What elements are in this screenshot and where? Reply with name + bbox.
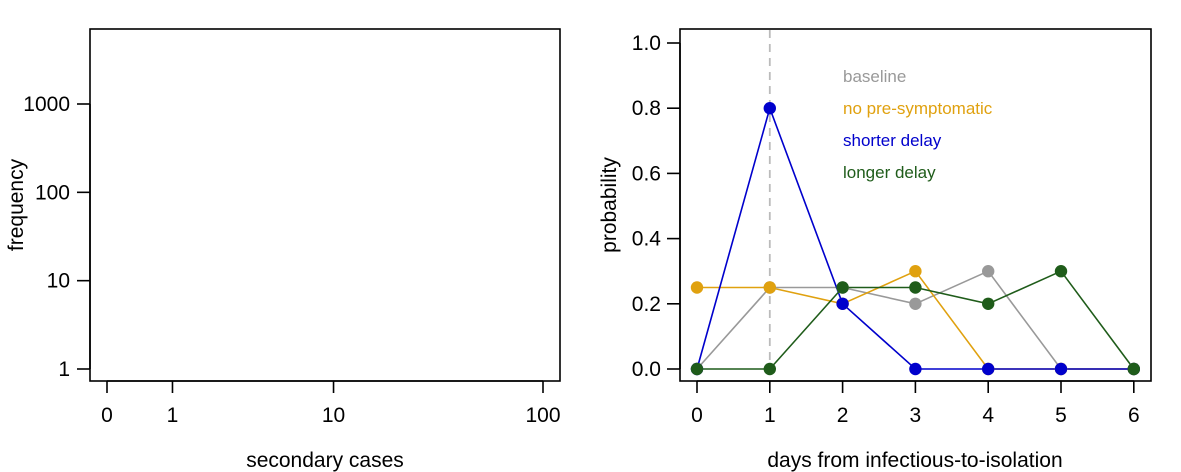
data-point: [763, 362, 776, 376]
data-point: [690, 281, 704, 294]
right-x-axis-title: days from infectious-to-isolation: [767, 449, 1062, 472]
data-point: [982, 297, 995, 310]
right-x-tick-label: 5: [1055, 404, 1067, 427]
data-point: [1054, 362, 1068, 376]
legend: baseline no pre-symptomatic shorter delay l…: [843, 67, 993, 182]
left-x-tick-label: 100: [525, 404, 560, 427]
data-point: [836, 297, 849, 310]
legend-entry: baseline: [843, 67, 906, 86]
left-y-tick-label: 10: [47, 270, 70, 293]
right-plot-frame: [679, 28, 1152, 382]
data-point: [909, 297, 922, 310]
data-point: [690, 362, 704, 376]
data-point: [909, 281, 922, 294]
right-x-tick-label: 3: [910, 404, 922, 427]
right-y-tick-label: 1.0: [632, 32, 661, 55]
left-x-axis-title: secondary cases: [246, 449, 404, 472]
right-x-tick-label: 4: [982, 404, 994, 427]
secondary-cases-panel: 0 1 10 100 1 10 100 1000 secondary cases freque…: [5, 28, 561, 472]
left-y-tick-label: 1: [58, 358, 70, 381]
right-y-tick-label: 0.4: [632, 228, 662, 251]
left-x-tick-label: 10: [322, 404, 345, 427]
right-y-tick-label: 0.6: [632, 162, 661, 185]
left-x-tick-label: 1: [167, 404, 179, 427]
data-point: [1127, 362, 1141, 376]
left-y-tick-label: 100: [35, 181, 70, 204]
left-y-tick-label: 1000: [23, 93, 70, 116]
right-x-tick-label: 6: [1128, 404, 1140, 427]
data-point: [763, 281, 776, 294]
data-point: [982, 362, 995, 376]
right-axes: 0 1 2 3 4 5 6 0.0 0.2 0.4 0.6 0.8 1.0: [632, 32, 1140, 427]
legend-entry: no pre-symptomatic: [843, 99, 993, 118]
left-axes: 0 1 10 100 1 10 100 1000: [23, 93, 560, 427]
data-point: [836, 281, 849, 294]
isolation-delay-panel: 0 1 2 3 4 5 6 0.0 0.2 0.4 0.6 0.8 1.0 baseline no pre…: [598, 28, 1152, 472]
right-x-tick-label: 0: [691, 404, 703, 427]
legend-entry: shorter delay: [843, 131, 942, 150]
left-x-tick-label: 0: [101, 404, 113, 427]
right-y-tick-label: 0.2: [632, 293, 661, 316]
right-x-tick-label: 2: [837, 404, 849, 427]
data-point: [909, 362, 922, 376]
right-y-tick-label: 0.0: [632, 358, 661, 381]
legend-entry: longer delay: [843, 163, 936, 182]
left-plot-frame: [89, 28, 561, 382]
series-group: [690, 102, 1141, 376]
data-point: [909, 265, 922, 278]
data-point: [1054, 265, 1068, 278]
right-x-tick-label: 1: [764, 404, 776, 427]
right-y-tick-label: 0.8: [632, 97, 661, 120]
data-point: [763, 102, 776, 115]
data-point: [982, 265, 995, 278]
left-y-axis-title: frequency: [5, 158, 28, 251]
right-y-axis-title: probability: [598, 157, 621, 253]
